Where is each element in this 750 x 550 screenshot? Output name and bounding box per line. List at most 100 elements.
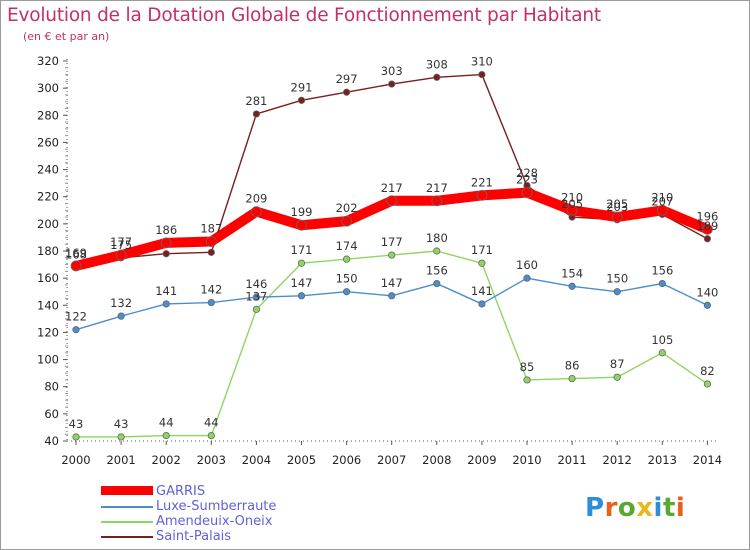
y-tick-label: 200: [37, 217, 59, 231]
data-label-garris: 217: [381, 181, 403, 195]
data-point-saint-palais: [342, 88, 351, 96]
data-point-luxe-sumberraute: [252, 293, 260, 301]
data-label-amendeuix-oneix: 43: [114, 417, 129, 431]
data-label-amendeuix-oneix: 86: [565, 359, 580, 373]
data-label-garris: 210: [561, 190, 583, 204]
y-tick-label: 120: [37, 325, 59, 339]
data-point-garris: [115, 249, 127, 261]
logo-letter: P: [585, 493, 605, 523]
data-label-saint-palais: 168: [65, 247, 87, 261]
data-point-garris: [296, 219, 307, 231]
data-point-amendeuix-oneix: [478, 259, 486, 267]
data-label-garris: 199: [291, 205, 313, 219]
data-point-garris: [205, 236, 217, 247]
data-point-saint-palais: [703, 235, 712, 243]
y-tick-label: 60: [44, 407, 59, 421]
data-point-amendeuix-oneix: [162, 431, 170, 440]
data-label-saint-palais: 175: [110, 238, 132, 252]
x-tick-label: 2012: [603, 453, 632, 467]
data-point-amendeuix-oneix: [252, 305, 260, 313]
data-label-luxe-sumberraute: 146: [245, 277, 267, 291]
x-tick-label: 2000: [61, 453, 90, 467]
data-point-amendeuix-oneix: [613, 373, 621, 381]
data-point-garris: [250, 206, 262, 218]
data-label-saint-palais: 291: [291, 80, 313, 94]
logo-letter: i: [653, 493, 663, 523]
data-point-garris: [386, 195, 398, 207]
data-point-luxe-sumberraute: [342, 288, 351, 296]
data-label-garris: 209: [245, 192, 267, 206]
x-tick-label: 2013: [648, 453, 677, 467]
data-label-garris: 223: [516, 173, 538, 187]
data-label-garris: 186: [155, 223, 177, 237]
chart-title: Evolution de la Dotation Globale de Fonc…: [7, 5, 601, 26]
data-label-garris: 205: [606, 197, 628, 211]
data-label-saint-palais: 207: [651, 194, 673, 208]
y-tick-label: 320: [37, 54, 59, 68]
data-label-luxe-sumberraute: 132: [110, 296, 132, 310]
legend-label-saint-palais: Saint-Palais: [156, 529, 232, 544]
data-point-amendeuix-oneix: [433, 247, 441, 255]
data-label-luxe-sumberraute: 150: [606, 272, 628, 286]
data-label-luxe-sumberraute: 122: [65, 310, 87, 324]
data-label-amendeuix-oneix: 174: [336, 239, 358, 253]
legend-item-luxe-sumberraute: Luxe-Sumberraute: [101, 499, 361, 515]
y-tick-label: 220: [37, 190, 59, 204]
data-point-saint-palais: [297, 96, 306, 104]
x-tick-label: 2007: [377, 453, 406, 467]
data-label-luxe-sumberraute: 154: [561, 266, 583, 280]
x-tick-label: 2002: [152, 453, 181, 467]
data-label-amendeuix-oneix: 44: [159, 416, 174, 430]
data-point-saint-palais: [207, 248, 215, 256]
logo-letter: r: [604, 493, 618, 523]
data-label-amendeuix-oneix: 85: [520, 360, 535, 374]
data-point-garris: [521, 187, 533, 199]
data-label-saint-palais: 205: [561, 197, 583, 211]
data-point-garris: [476, 189, 488, 201]
x-tick-label: 2011: [557, 453, 586, 467]
data-point-amendeuix-oneix: [207, 431, 215, 440]
data-point-luxe-sumberraute: [117, 312, 125, 320]
data-label-amendeuix-oneix: 43: [69, 417, 84, 431]
data-point-garris: [341, 215, 353, 227]
data-point-garris: [702, 223, 713, 235]
data-point-amendeuix-oneix: [297, 259, 306, 267]
data-point-amendeuix-oneix: [703, 380, 712, 388]
y-tick-label: 180: [37, 244, 59, 258]
data-point-saint-palais: [388, 80, 396, 88]
data-label-garris: 196: [696, 209, 718, 223]
x-tick-label: 2014: [693, 453, 722, 467]
data-point-luxe-sumberraute: [568, 282, 576, 290]
data-label-amendeuix-oneix: 44: [204, 416, 219, 430]
data-point-amendeuix-oneix: [658, 349, 666, 357]
data-point-saint-palais: [252, 110, 260, 118]
y-tick-label: 240: [37, 163, 59, 177]
data-label-garris: 217: [426, 181, 448, 195]
data-point-garris: [160, 237, 172, 249]
data-label-saint-palais: 308: [426, 57, 448, 71]
y-tick-label: 100: [37, 353, 59, 367]
data-label-luxe-sumberraute: 150: [336, 272, 358, 286]
data-label-garris: 210: [651, 190, 673, 204]
data-label-amendeuix-oneix: 105: [651, 333, 673, 347]
data-label-luxe-sumberraute: 156: [426, 264, 448, 278]
series-layer: [70, 70, 713, 441]
y-tick-label: 40: [44, 434, 59, 448]
legend-label-luxe-sumberraute: Luxe-Sumberraute: [156, 499, 277, 514]
data-point-amendeuix-oneix: [72, 433, 80, 441]
legend-label-amendeuix-oneix: Amendeuix-Oneix: [156, 514, 273, 529]
data-point-garris: [566, 204, 578, 216]
data-label-saint-palais: 297: [336, 72, 358, 86]
y-tick-label: 80: [44, 380, 59, 394]
data-label-saint-palais: 203: [606, 200, 628, 214]
logo-letter: x: [636, 493, 654, 523]
legend-item-garris: GARRIS: [101, 484, 361, 500]
y-tick-label: 300: [37, 81, 59, 95]
data-point-garris: [656, 204, 668, 216]
logo-letter: o: [617, 493, 637, 523]
data-label-amendeuix-oneix: 171: [291, 243, 313, 257]
logo-letter: i: [675, 493, 686, 523]
